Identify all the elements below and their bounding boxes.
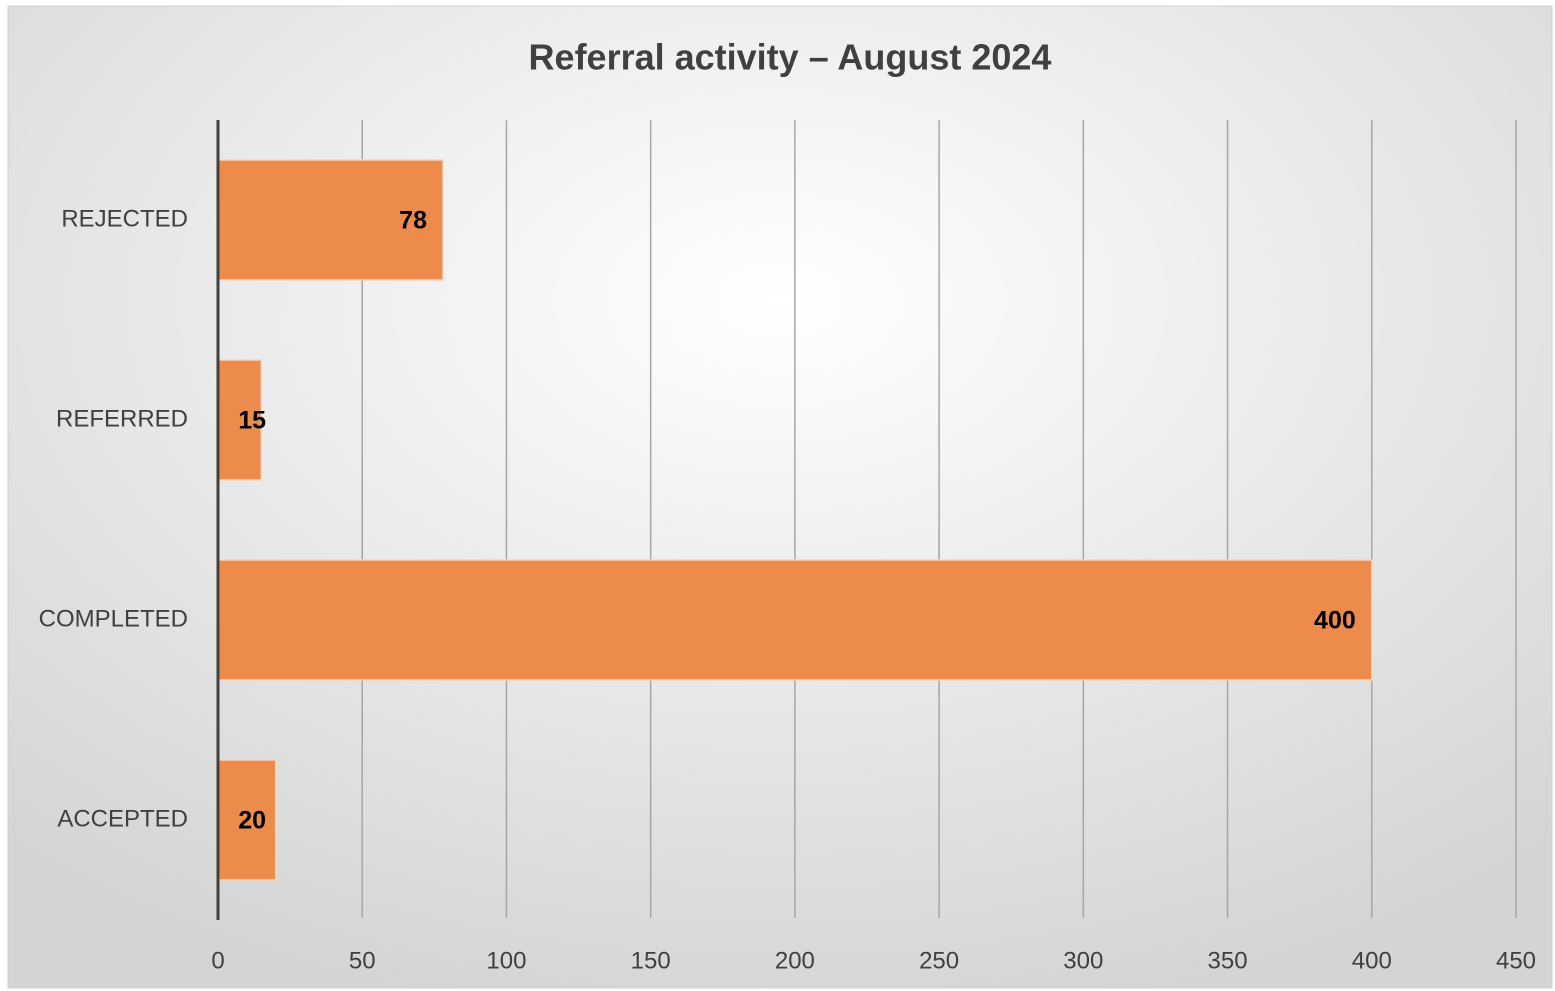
y-tick-label: REFERRED — [56, 405, 188, 432]
x-tick-label: 450 — [1496, 947, 1536, 974]
data-label: 20 — [238, 807, 266, 835]
x-tick-label: 200 — [775, 947, 815, 974]
y-tick-label: REJECTED — [61, 205, 188, 232]
x-tick-label: 250 — [919, 947, 959, 974]
data-label: 15 — [238, 407, 266, 435]
y-tick-label: COMPLETED — [39, 605, 188, 632]
x-tick-label: 150 — [631, 947, 671, 974]
x-tick-label: 100 — [486, 947, 526, 974]
data-label: 400 — [1314, 607, 1356, 635]
chart-title: Referral activity – August 2024 — [529, 37, 1052, 78]
y-tick-label: ACCEPTED — [57, 805, 188, 832]
x-tick-label: 50 — [349, 947, 376, 974]
x-tick-label: 0 — [211, 947, 224, 974]
bar — [217, 559, 1373, 681]
x-tick-label: 400 — [1352, 947, 1392, 974]
x-tick-label: 350 — [1208, 947, 1248, 974]
x-tick-label: 300 — [1063, 947, 1103, 974]
data-label: 78 — [399, 207, 427, 235]
